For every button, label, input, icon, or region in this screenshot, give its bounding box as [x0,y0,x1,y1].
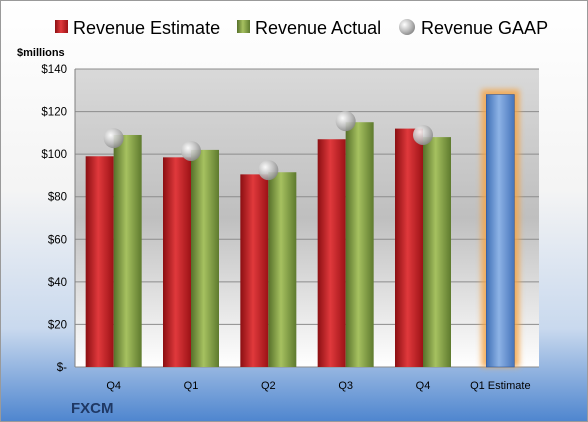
y-tick-label-3: $60 [48,234,67,246]
y-tick-label-2: $40 [48,277,67,289]
legend-item-revenue-gaap: Revenue GAAP [399,18,548,38]
bar-actual-0 [113,134,142,367]
y-tick-label-6: $120 [41,107,67,119]
bars [85,89,520,368]
bar-q1-estimate [486,94,515,368]
y-axis: $- $20 $40 $60 $80 $100 $120 $140 [41,64,67,374]
x-tick-label-3: Q3 [338,380,353,392]
bar-actual-1 [191,149,219,367]
x-tick-label-0: Q4 [106,380,121,392]
legend-label-estimate: Revenue Estimate [73,18,220,38]
bar-actual-4 [423,137,451,367]
legend: Revenue Estimate Revenue Actual Revenue … [55,18,548,38]
bar-actual-3 [345,122,374,367]
y-tick-label-1: $20 [48,319,67,331]
gaap-markers [103,111,433,181]
y-tick-label-7: $140 [41,64,67,76]
legend-label-gaap: Revenue GAAP [421,18,548,38]
legend-item-revenue-estimate: Revenue Estimate [55,18,220,38]
gaap-marker-4 [413,124,433,145]
bar-estimate-1 [163,157,191,367]
gridlines [74,68,539,368]
x-axis: Q4 Q1 Q2 Q3 Q4 Q1 Estimate [106,380,530,392]
gaap-marker-0 [103,128,124,149]
legend-swatch-estimate [55,20,68,33]
y-tick-label-0: $- [57,362,67,374]
x-tick-label-5: Q1 Estimate [470,380,531,392]
bar-actual-2 [268,172,297,367]
legend-label-actual: Revenue Actual [255,18,381,38]
ticker-label: FXCM [71,400,114,417]
x-tick-label-4: Q4 [416,380,431,392]
bar-estimate-4 [395,128,423,367]
bar-estimate-0 [85,156,114,367]
legend-item-revenue-actual: Revenue Actual [237,18,381,38]
legend-swatch-gaap [399,19,415,35]
legend-swatch-actual [237,20,250,33]
gaap-marker-3 [335,111,356,132]
y-tick-label-5: $100 [41,149,67,161]
gaap-marker-1 [181,140,201,161]
bar-estimate-3 [317,139,346,367]
plot-area [75,69,539,367]
x-tick-label-2: Q2 [261,380,276,392]
y-tick-label-4: $80 [48,192,67,204]
gaap-marker-2 [258,160,279,181]
y-unit-label: $millions [17,47,65,59]
bar-estimate-2 [240,174,269,367]
x-tick-label-1: Q1 [184,380,199,392]
